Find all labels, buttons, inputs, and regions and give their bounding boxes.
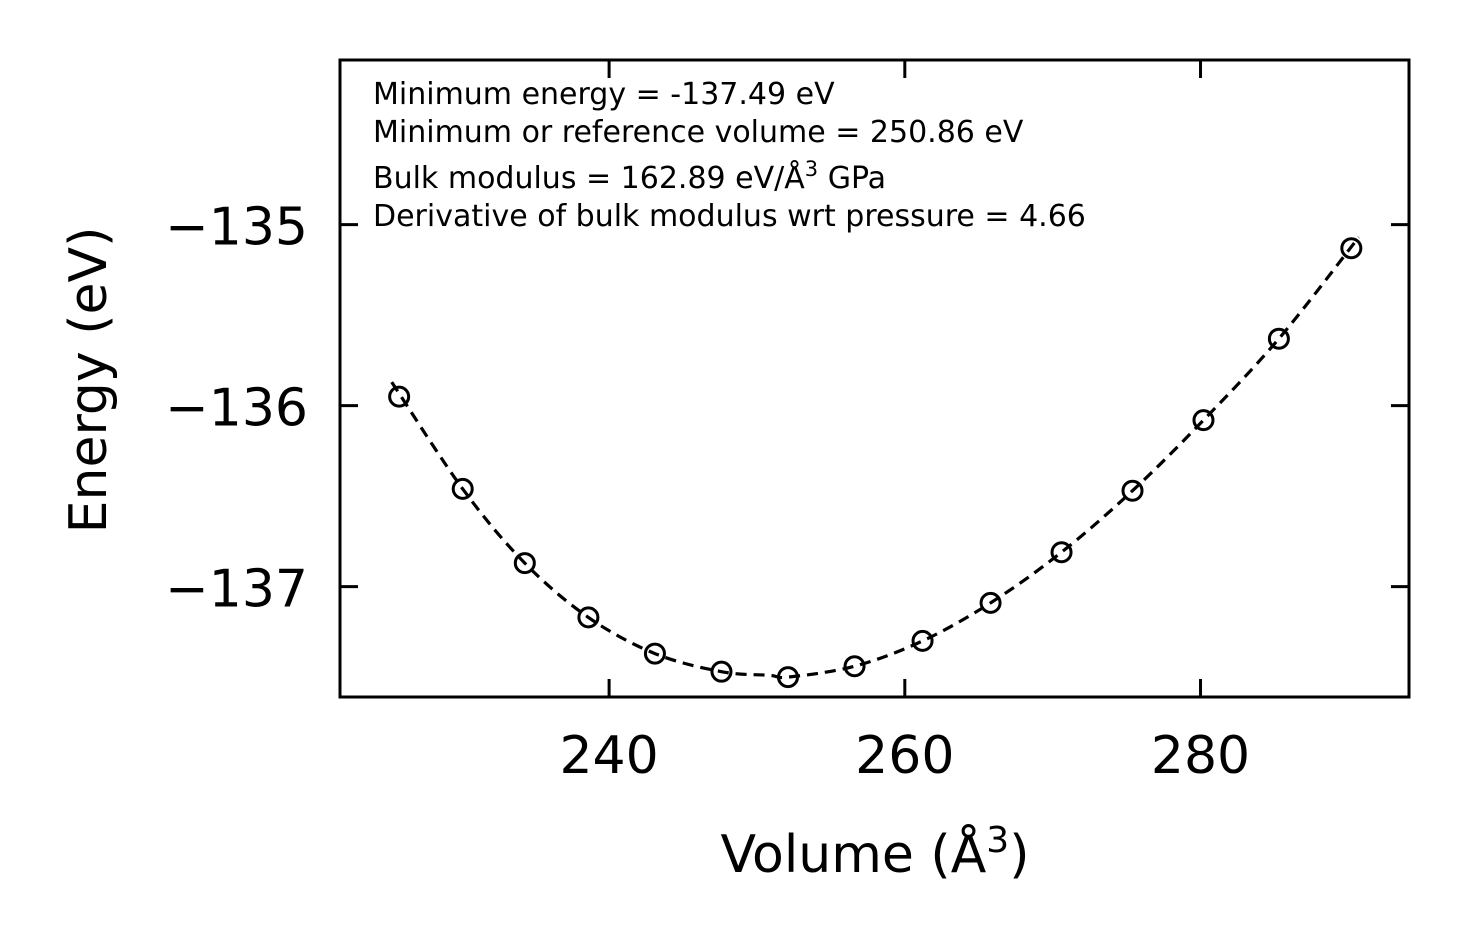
plot-frame — [338, 58, 1411, 699]
data-point — [843, 655, 866, 678]
y-tick-label: −135 — [165, 198, 308, 258]
annotation-bulk-modulus-unit: GPa — [818, 161, 886, 196]
data-point — [1050, 541, 1073, 564]
y-tick-label: −137 — [165, 560, 308, 620]
data-point — [577, 606, 600, 629]
annotation-ref-volume: Minimum or reference volume = 250.86 eV — [373, 115, 1024, 150]
data-point — [1267, 327, 1290, 350]
data-point — [710, 660, 733, 683]
x-axis-label-text: Volume (Å — [721, 823, 987, 885]
y-tick-label: −136 — [165, 379, 308, 439]
data-point — [1340, 237, 1363, 260]
annotation-min-energy: Minimum energy = -137.49 eV — [373, 77, 835, 112]
x-tick-label: 260 — [855, 726, 954, 786]
y-axis-label: Energy (eV) — [59, 227, 119, 534]
ticks-layer — [340, 60, 1409, 697]
annotation-bulk-modulus-text: Bulk modulus = 162.89 eV/Å — [373, 160, 805, 196]
data-point — [979, 591, 1002, 614]
tick-labels: 240 260 280 −135 −136 −137 — [165, 198, 1250, 786]
annotation-bulk-modulus: Bulk modulus = 162.89 eV/Å3 GPa — [373, 157, 886, 196]
x-axis-label-close: ) — [1009, 825, 1029, 885]
data-point — [911, 629, 934, 652]
data-point — [388, 385, 411, 408]
data-point — [451, 477, 474, 500]
x-axis-label-sup: 3 — [986, 820, 1009, 861]
data-point — [513, 552, 536, 575]
annotation-bulk-modulus-sup: 3 — [805, 157, 818, 181]
data-point — [1192, 409, 1215, 432]
x-tick-label: 280 — [1151, 726, 1250, 786]
annotation-bulk-derivative: Derivative of bulk modulus wrt pressure … — [373, 199, 1086, 234]
data-points — [388, 237, 1363, 689]
data-point — [1121, 479, 1144, 502]
x-tick-label: 240 — [559, 726, 658, 786]
x-axis-label: Volume (Å3) — [721, 820, 1030, 885]
data-point — [777, 666, 800, 689]
data-point — [643, 642, 666, 665]
fit-curve — [390, 236, 1360, 680]
